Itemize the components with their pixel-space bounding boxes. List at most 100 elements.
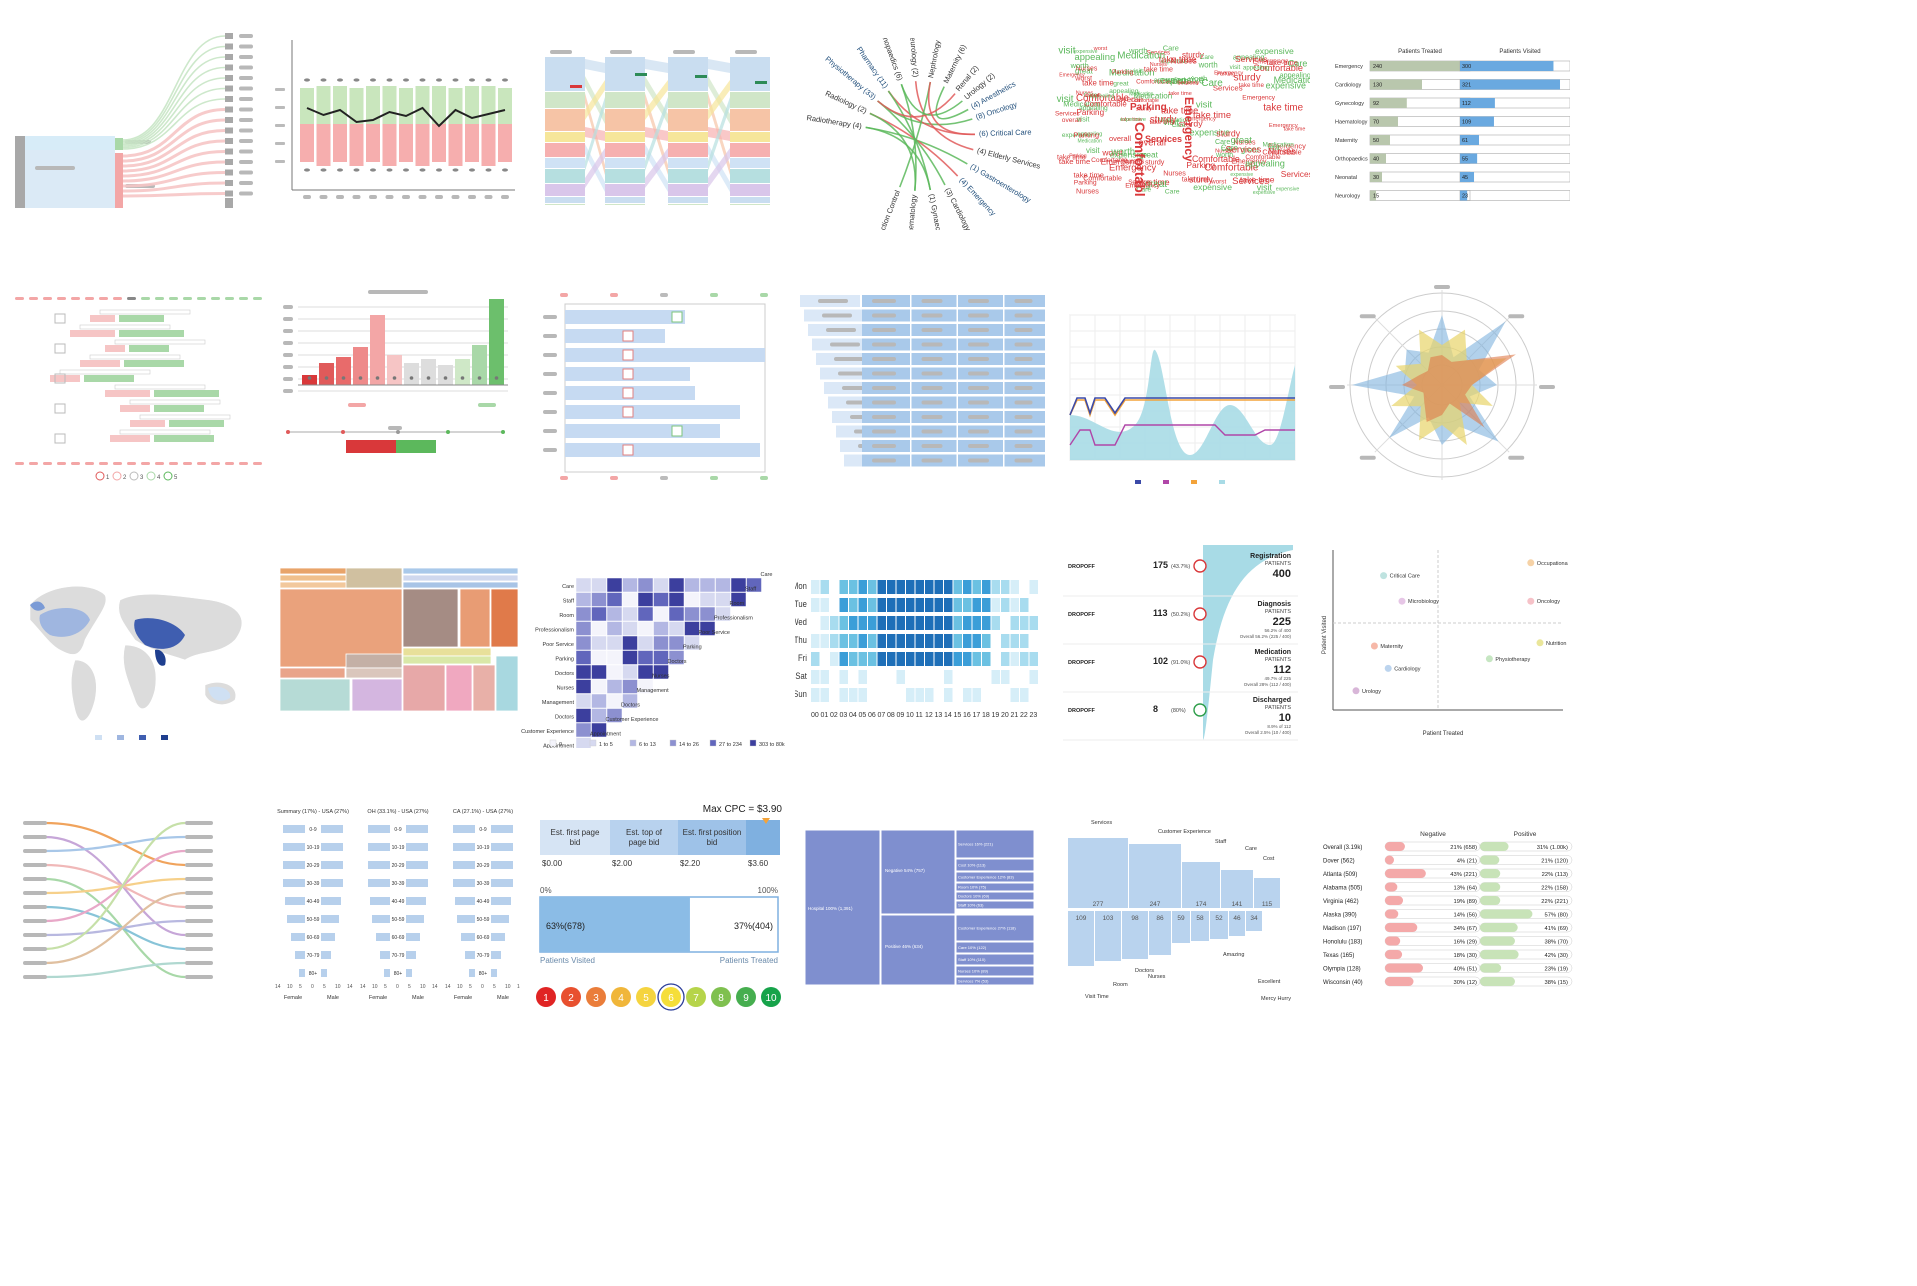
placeholder-label [872,415,896,419]
row-label: Customer Experience [521,729,574,735]
age-label: 20-29 [477,863,490,869]
word: sturdy [1150,115,1177,126]
female-bar [372,915,390,923]
box-upper [448,88,463,126]
heatmap-cell [925,598,934,612]
word: overall [1118,95,1142,104]
sankey-flow [122,150,226,178]
heatmap-cell [944,652,953,666]
word: expensive [1190,128,1230,138]
male-bar [406,915,424,923]
bar-value: 277 [1093,901,1104,908]
placeholder-label [23,821,47,825]
range-bar [565,310,685,324]
smiley-icon [163,471,173,481]
treemap-sentiment [280,568,518,713]
range-bar [565,329,665,343]
heatmap-cell [591,708,607,723]
heatmap-cell [982,598,991,612]
placeholder-label [35,166,75,170]
treated-value: 30 [1373,175,1379,181]
positive-value: 31% (1.00k) [1537,845,1568,851]
treemap-label: Care 10% (122) [958,945,987,950]
placeholder-label [484,195,493,199]
heatmap-cell [953,652,962,666]
stage-unit: PATIENTS [1265,657,1291,663]
parallel-set-block [605,197,645,203]
legend-swatch [139,735,146,740]
pyramid-title: OH (33.1%) - USA (27%) [367,809,428,815]
heatmap-cell [991,598,1000,612]
heatmap-cell [868,688,877,702]
row-label: Management [542,700,575,706]
placeholder-label [275,124,285,127]
word: worth [1198,60,1218,69]
dash-marker [141,297,150,300]
parallel-set-block [668,57,708,91]
box-lower [316,124,331,166]
positive-value: 23% (19) [1544,967,1568,973]
label-box [139,414,231,420]
chord-link [899,81,932,188]
legend-swatch [1191,480,1197,484]
outlier-point [386,168,393,172]
dropoff-value: 175 [1153,560,1168,570]
outlier-point [502,78,508,82]
point-label: Physiotherapy [1495,657,1530,663]
heatmap-cell [972,580,981,594]
parallel-set-block [605,204,645,205]
heatmap-cell [896,616,905,630]
heatmap-cell [887,598,896,612]
bar-marker [392,376,397,380]
checkbox [54,433,66,444]
box-lower [448,124,463,166]
weekday-hour-heatmap-svg: Mon Tue Wed Thu Fri Sat Sun 0001020304050607080… [795,580,1038,719]
age-label: 50-59 [307,917,320,923]
word: take time [1267,58,1298,67]
outlier-point [469,168,475,172]
parallel-flow [708,97,730,171]
word: Emergency [1187,117,1216,123]
visited-bar [1460,61,1554,71]
treemap-label: Staff 10% (63) [958,903,984,908]
placeholder-label [1014,357,1033,361]
heatmap-cell [684,621,700,636]
treemap-cell [345,653,403,669]
row-label: Alabama (505) [1323,886,1362,892]
heatmap-cell [991,688,1000,702]
rating-label: 8 [718,993,724,1004]
placeholder-label [239,44,253,49]
word: Parking [1130,102,1167,113]
placeholder-label [185,919,213,923]
female-bar [461,933,475,941]
heatmap-cell [811,616,820,630]
heatmap-cell [991,616,1000,630]
heatmap-cell [1020,580,1029,594]
chord-label: (6) Critical Care [979,127,1032,138]
word: worth [1110,147,1135,158]
outlier-point [320,168,327,172]
outlier-point [403,78,409,82]
dash-marker [155,462,164,465]
heatmap-cell [820,598,829,612]
word: Nurses [1076,90,1094,96]
heatmap-cell [915,580,924,594]
legend-swatch [1163,480,1169,484]
bar-value: 52 [1215,915,1223,922]
waterfall-bar-bottom [1172,911,1190,943]
sankey-target-node [225,75,233,81]
dash-marker [29,297,38,300]
status-icon [1193,655,1207,669]
rating-circle [611,987,631,1007]
male-bar [321,897,341,905]
tick-label [610,293,618,297]
treated-bar [1370,172,1382,182]
hour-label: 10 [906,712,914,719]
age-label: 20-29 [392,863,405,869]
word: appealing [1079,105,1108,112]
word: take time [1159,54,1197,64]
word: great [1145,179,1167,190]
positive-bar [1480,977,1515,986]
female-bar [453,879,475,887]
visited-value: 23 [1462,194,1468,200]
